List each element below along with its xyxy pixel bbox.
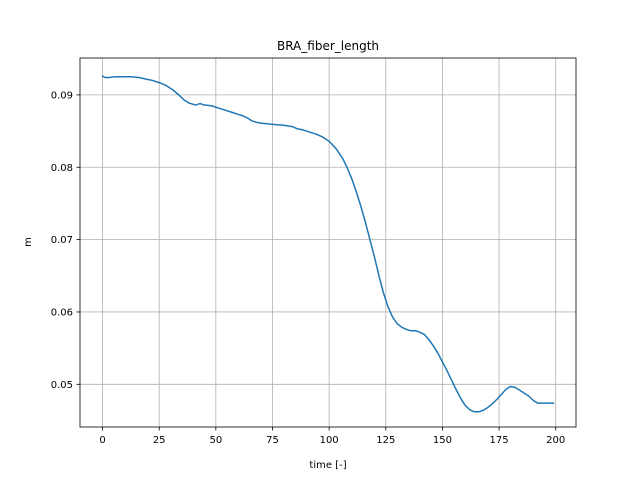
series-line <box>101 75 555 413</box>
x-tick-label: 75 <box>266 435 279 446</box>
y-tick-label: 0.07 <box>51 235 73 246</box>
y-tick-label: 0.05 <box>51 380 73 391</box>
x-tick-label: 150 <box>433 435 452 446</box>
x-axis-ticks: 0 25 50 75 100 125 150 175 200 <box>99 427 565 446</box>
y-tick-label: 0.08 <box>51 163 73 174</box>
x-tick-label: 175 <box>490 435 509 446</box>
grid-lines <box>80 58 576 427</box>
x-tick-label: 25 <box>153 435 166 446</box>
plot-frame <box>79 57 577 428</box>
chart-title: BRA_fiber_length <box>277 39 379 53</box>
x-tick-label: 200 <box>546 435 565 446</box>
x-axis-label: time [-] <box>309 460 346 471</box>
x-tick-label: 0 <box>99 435 105 446</box>
y-axis-label: m <box>23 237 34 247</box>
y-tick-label: 0.06 <box>51 307 73 318</box>
y-tick-label: 0.09 <box>51 90 73 101</box>
x-tick-label: 50 <box>209 435 222 446</box>
y-axis-ticks: 0.05 0.06 0.07 0.08 0.09 <box>51 90 80 391</box>
x-tick-label: 100 <box>320 435 339 446</box>
x-tick-label: 125 <box>376 435 395 446</box>
